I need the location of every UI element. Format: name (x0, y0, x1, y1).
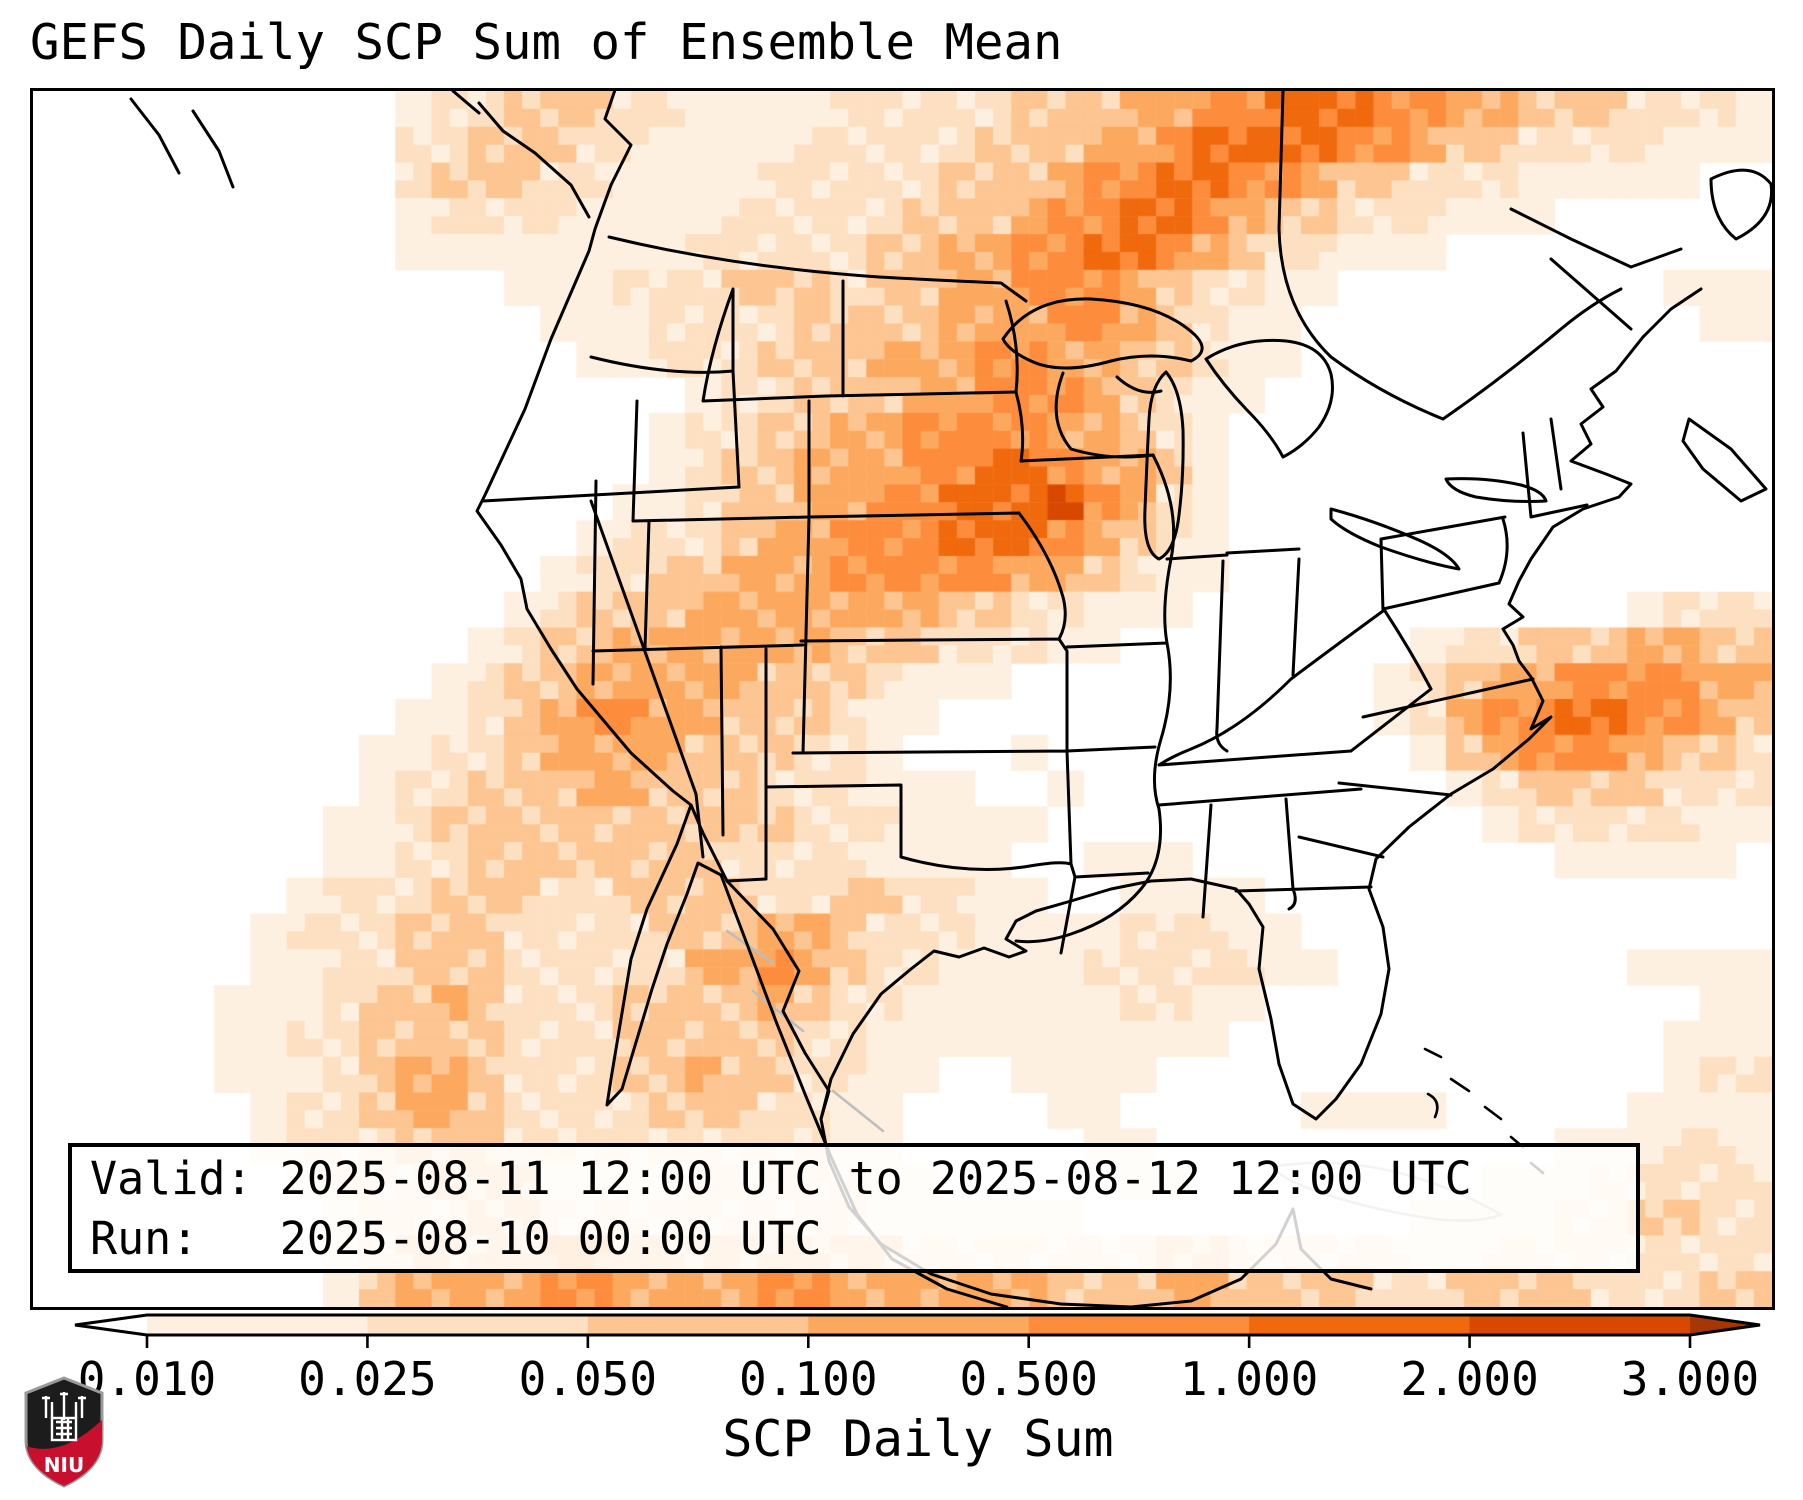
political-borders (607, 91, 1623, 1121)
colorbar-tick-label: 0.025 (298, 1352, 437, 1406)
colorbar-ticks (145, 1335, 1692, 1348)
colorbar (74, 1313, 1761, 1348)
run-time-line: Run: 2025-08-10 00:00 UTC (90, 1212, 822, 1265)
niu-castle-icon (42, 1392, 86, 1442)
maritimes-coastline (1509, 207, 1768, 503)
coastlines (129, 91, 1772, 1307)
lake-ontario (1444, 477, 1548, 503)
colorbar-segment (808, 1315, 1030, 1335)
scp-heatmap-canvas (33, 91, 1772, 1307)
colorbar-tick-label: 1.000 (1179, 1352, 1319, 1406)
colorbar-segment (1028, 1315, 1250, 1335)
plains-state-lines (725, 279, 1073, 883)
colorbar-segment (587, 1315, 809, 1335)
colorbar-segment (1249, 1315, 1471, 1335)
lake-erie (1329, 507, 1461, 571)
colorbar-tick-label: 0.100 (739, 1352, 878, 1406)
eastern-state-lines (1349, 417, 1589, 753)
lake-huron (1204, 338, 1334, 459)
valid-run-info-box: Valid: 2025-08-11 12:00 UTC to 2025-08-1… (68, 1143, 1640, 1273)
mexico-state-lines (725, 929, 885, 1133)
bahamas-islands (1423, 1047, 1545, 1175)
colorbar-tick-label: 0.500 (959, 1352, 1098, 1406)
newfoundland-coastline (1709, 168, 1772, 241)
lake-superior (1001, 297, 1204, 370)
lake-michigan (1143, 370, 1185, 561)
colorbar-segment (367, 1315, 589, 1335)
state-borders (481, 279, 1589, 955)
niu-logo-text: NIU (44, 1453, 84, 1477)
colorbar-tick-label: 3.000 (1620, 1352, 1760, 1406)
british-columbia-islands (129, 91, 591, 219)
us-mexico-border (689, 803, 831, 1121)
geographic-outlines (129, 91, 1772, 1307)
us-canada-border (607, 235, 1028, 303)
midwest-state-lines (1014, 371, 1301, 944)
pacific-mexico-coastline (475, 91, 1009, 1307)
niu-shield-red-band (26, 1420, 102, 1486)
colorbar-tick-label: 2.000 (1400, 1352, 1539, 1406)
niu-logo: NIU (24, 1376, 104, 1488)
ontario-quebec-border (1277, 91, 1445, 421)
map-plot-area (30, 88, 1775, 1310)
colorbar-under-arrow (75, 1315, 147, 1335)
colorbar-over-arrow (1690, 1315, 1760, 1335)
western-state-lines (481, 287, 828, 859)
colorbar-segment (147, 1315, 369, 1335)
colorbar-tick-label: 0.050 (518, 1352, 658, 1406)
great-lakes (1001, 297, 1548, 571)
colorbar-axis-label: SCP Daily Sum (722, 1410, 1114, 1468)
colorbar-segments (147, 1315, 1691, 1335)
figure-title: GEFS Daily SCP Sum of Ensemble Mean (30, 14, 1063, 71)
st-lawrence-river (1441, 287, 1623, 421)
colorbar-segment (1469, 1315, 1691, 1335)
southern-state-lines (1059, 609, 1453, 955)
valid-time-line: Valid: 2025-08-11 12:00 UTC to 2025-08-1… (90, 1152, 1472, 1205)
